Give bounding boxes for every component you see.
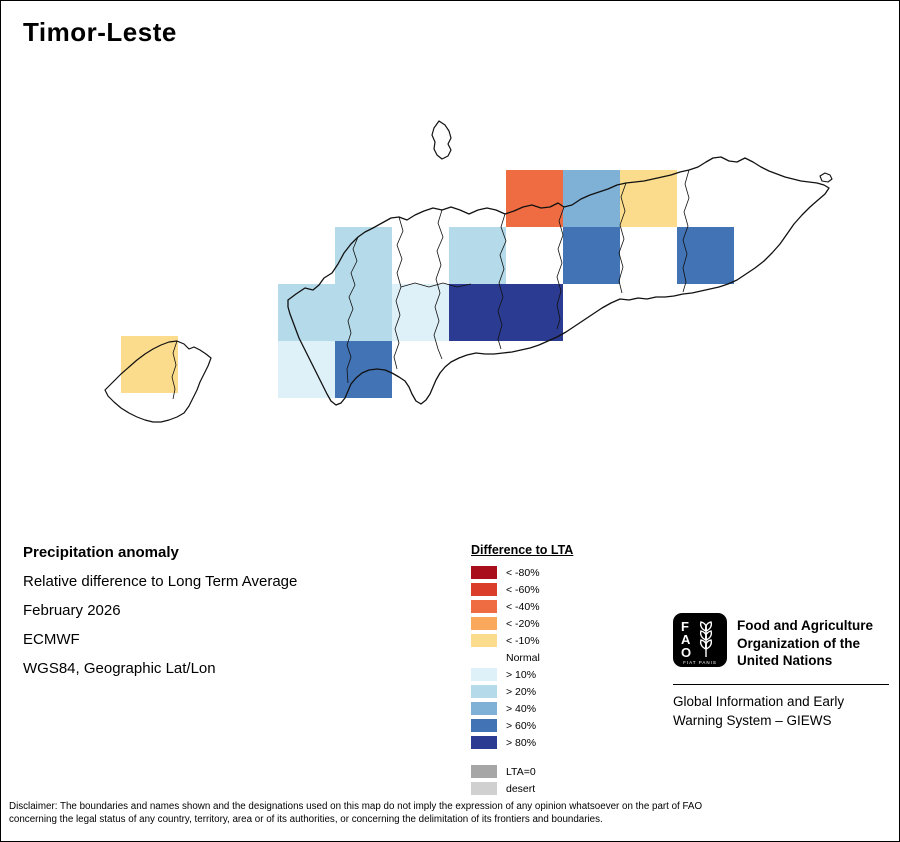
anomaly-cell [563,227,620,284]
legend-label: < -10% [506,634,540,647]
legend-swatch [471,765,497,778]
legend-label: > 60% [506,719,537,732]
anomaly-cell [620,170,677,227]
jaco-island-outline [819,172,833,183]
legend-swatch [471,617,497,630]
legend-label: Normal [506,651,540,664]
anomaly-cell [278,341,335,398]
anomaly-cells [121,170,734,398]
fao-organization-line: Food and Agriculture [737,618,873,633]
wheat-ear-icon [699,621,713,657]
anomaly-cell [449,227,506,284]
legend-label: < -80% [506,566,540,579]
district-boundaries [346,169,690,384]
legend-swatch [471,566,497,579]
legend-swatch [471,719,497,732]
fao-organization-name: Food and Agriculture Organization of the U… [737,613,873,670]
page-title: Timor-Leste [23,17,177,47]
fao-logo-motto: FIAT PANIS [683,660,717,665]
legend-label: > 20% [506,685,537,698]
info-heading: Precipitation anomaly [23,544,179,561]
legend-swatch [471,583,497,596]
info-date: February 2026 [23,602,121,619]
legend-label: < -40% [506,600,540,613]
disclaimer-line: Disclaimer: The boundaries and names sho… [9,801,703,812]
anomaly-cell [278,284,335,341]
legend-swatch [471,702,497,715]
legend-item: > 20% [471,683,573,700]
legend-item: < -80% [471,564,573,581]
giews-line: Warning System – GIEWS [673,712,832,728]
legend: Difference to LTA < -80% < -60% < -40% < -2… [471,541,573,797]
fao-logo: F A O FIAT PANIS [673,613,727,667]
oecusse-inner-boundary [171,340,178,400]
legend-swatch [471,668,497,681]
legend-item: desert [471,780,573,797]
fao-separator [673,683,889,685]
oecusse-enclave-outline [104,340,212,423]
anomaly-cell [121,336,178,393]
timor-island-coastline [287,156,830,406]
anomaly-cell [449,284,506,341]
legend-swatch [471,600,497,613]
anomaly-cell [335,284,392,341]
legend-label: > 10% [506,668,537,681]
anomaly-cell [335,227,392,284]
legend-extra-items: LTA=0 desert [471,763,573,797]
legend-item: > 60% [471,717,573,734]
legend-label: < -20% [506,617,540,630]
legend-item: Normal [471,649,573,666]
giews-line: Global Information and Early [673,693,845,709]
legend-label: desert [506,782,536,795]
legend-item: > 40% [471,700,573,717]
info-source: ECMWF [23,631,80,648]
fao-logo-letter-a: A [681,632,691,647]
fao-logo-letter-f: F [681,619,689,634]
legend-item: < -40% [471,598,573,615]
legend-swatch [471,651,497,664]
legend-item: > 80% [471,734,573,751]
info-method: Relative difference to Long Term Average [23,573,298,590]
legend-swatch [471,736,497,749]
legend-swatch [471,634,497,647]
legend-item: < -20% [471,615,573,632]
legend-label: > 80% [506,736,537,749]
anomaly-cell [506,170,563,227]
giews-label: Global Information and Early Warning Syst… [673,693,889,731]
anomaly-cell [563,170,620,227]
map-canvas [104,120,833,423]
anomaly-cell [677,227,734,284]
info-projection: WGS84, Geographic Lat/Lon [23,660,216,677]
legend-item: LTA=0 [471,763,573,780]
map-info-block: Precipitation anomaly Relative differenc… [23,544,297,689]
disclaimer-text: Disclaimer: The boundaries and names sho… [9,800,702,826]
legend-item: < -60% [471,581,573,598]
legend-items: < -80% < -60% < -40% < -20% < -10% Normal > 10… [471,564,573,751]
legend-swatch [471,685,497,698]
anomaly-cell [506,284,563,341]
legend-item: < -10% [471,632,573,649]
legend-swatch [471,782,497,795]
legend-item: > 10% [471,666,573,683]
legend-title: Difference to LTA [471,543,574,557]
legend-label: LTA=0 [506,765,536,778]
atauro-island-outline [431,120,452,160]
legend-label: < -60% [506,583,540,596]
legend-label: > 40% [506,702,537,715]
disclaimer-line: concerning the legal status of any count… [9,814,603,826]
fao-logo-letter-o: O [681,645,691,660]
anomaly-cell [392,284,449,341]
fao-organization-line: United Nations [737,653,833,669]
fao-organization-line: Organization of the [737,635,860,651]
fao-block: F A O FIAT PANIS Food and Agriculture Org… [673,613,889,730]
